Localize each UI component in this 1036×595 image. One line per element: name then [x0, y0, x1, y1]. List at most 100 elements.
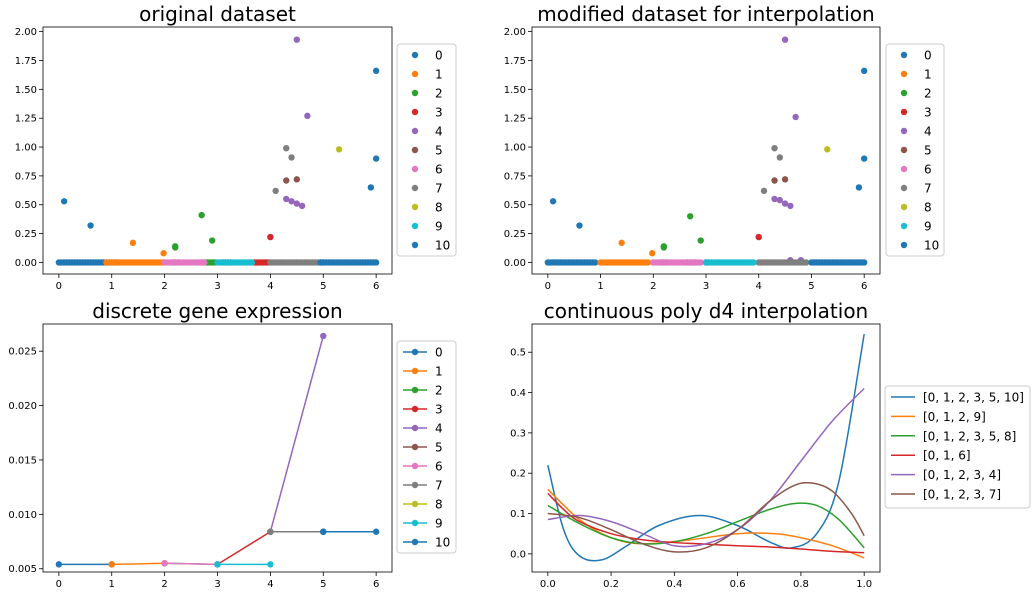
data-point	[267, 561, 274, 568]
legend-marker	[411, 184, 419, 192]
x-tick-label: 2	[161, 281, 167, 292]
plot-area	[544, 36, 868, 266]
legend-label: [0, 1, 6]	[923, 449, 971, 463]
series-5	[547, 481, 865, 553]
data-point	[335, 146, 343, 153]
legend-label: 0	[435, 346, 443, 360]
series-5	[283, 176, 301, 184]
legend-marker	[411, 108, 419, 116]
legend-box	[884, 385, 1031, 509]
legend-label: 3	[435, 106, 443, 120]
data-point	[792, 113, 799, 121]
legend-marker	[411, 70, 419, 78]
data-point	[644, 259, 652, 266]
legend-marker-dot	[411, 519, 419, 527]
y-tick-label: 0.010	[8, 510, 37, 521]
y-tick-label: 0.25	[504, 229, 526, 240]
data-point	[87, 222, 94, 229]
y-tick-label: 2.00	[15, 27, 37, 38]
series-10	[320, 528, 380, 535]
legend-label: 1	[435, 365, 443, 379]
legend-box	[396, 43, 457, 257]
series-6	[161, 560, 221, 568]
data-point	[802, 259, 810, 266]
legend-label: 7	[924, 182, 932, 196]
series-9	[214, 561, 274, 568]
data-point	[771, 144, 778, 152]
y-tick-label: 1.25	[504, 114, 526, 125]
data-point	[824, 146, 831, 153]
y-tick-label: 0.4	[510, 388, 526, 399]
series-line	[164, 562, 218, 566]
legend-marker	[900, 222, 908, 230]
y-tick-label: 0.1	[510, 509, 526, 520]
data-point	[161, 560, 168, 567]
y-tick-label: 0.005	[8, 564, 37, 575]
series-2	[547, 502, 865, 549]
chart-title: original dataset	[139, 2, 296, 26]
legend-label: 2	[924, 87, 932, 101]
series-line	[547, 492, 865, 554]
legend-marker	[411, 165, 419, 173]
series-10	[317, 67, 380, 266]
data-point	[248, 259, 256, 266]
y-tick-label: 0.50	[504, 200, 526, 211]
legend-label: 3	[435, 403, 443, 417]
x-tick-label: 1	[109, 281, 115, 292]
data-point	[272, 187, 279, 195]
x-tick-label: 2	[161, 579, 167, 590]
legend-label: [0, 1, 2, 3, 4]	[923, 468, 1001, 482]
data-point	[755, 233, 762, 241]
legend: 0 1 2 3 4 5 6 7 8 9 10	[396, 340, 457, 554]
plot-area	[55, 332, 380, 568]
data-point	[781, 36, 789, 43]
legend-marker	[411, 127, 419, 135]
data-point	[787, 202, 794, 210]
legend-marker-dot	[411, 462, 419, 470]
legend-marker	[900, 241, 908, 249]
legend-marker	[411, 89, 419, 97]
data-point	[697, 259, 704, 266]
y-tick-label: 1.00	[15, 143, 37, 154]
legend-marker-dot	[411, 367, 419, 375]
legend-marker	[411, 146, 419, 154]
data-point	[372, 528, 380, 535]
data-point	[320, 332, 327, 340]
data-point	[781, 200, 789, 207]
data-point	[293, 200, 301, 207]
x-tick-label: 3	[214, 281, 220, 292]
series-line	[111, 562, 165, 566]
data-point	[55, 561, 63, 568]
x-tick-label: 4	[267, 281, 273, 292]
series-2	[169, 211, 219, 266]
data-point	[697, 237, 704, 244]
series-1	[597, 239, 656, 266]
legend-label: [0, 1, 2, 3, 5, 10]	[923, 391, 1024, 405]
data-point	[267, 528, 274, 535]
data-point	[771, 195, 778, 203]
x-tick-label: 6	[373, 281, 379, 292]
y-tick-label: 1.50	[504, 85, 526, 96]
legend-label: 7	[435, 182, 443, 196]
data-point	[372, 155, 380, 162]
axes-frame	[531, 323, 881, 573]
legend-marker-dot	[411, 538, 419, 546]
series-0	[547, 333, 865, 562]
legend: 0 1 2 3 4 5 6 7 8 9 10	[396, 43, 457, 257]
series-7	[267, 528, 327, 535]
legend-marker	[900, 70, 908, 78]
x-tick-label: 0.8	[793, 579, 809, 590]
series-line	[547, 488, 865, 559]
y-tick-label: 0.0	[510, 549, 526, 560]
series-3	[214, 528, 274, 568]
legend-label: 6	[435, 163, 443, 177]
legend-marker-dot	[411, 386, 419, 394]
legend-label: 4	[435, 422, 443, 436]
data-point	[776, 154, 784, 161]
data-point	[214, 561, 221, 568]
x-tick-label: 0	[545, 281, 551, 292]
legend-label: 6	[924, 163, 932, 177]
series-8	[824, 146, 831, 153]
legend-marker	[411, 241, 419, 249]
series-line	[547, 333, 865, 562]
